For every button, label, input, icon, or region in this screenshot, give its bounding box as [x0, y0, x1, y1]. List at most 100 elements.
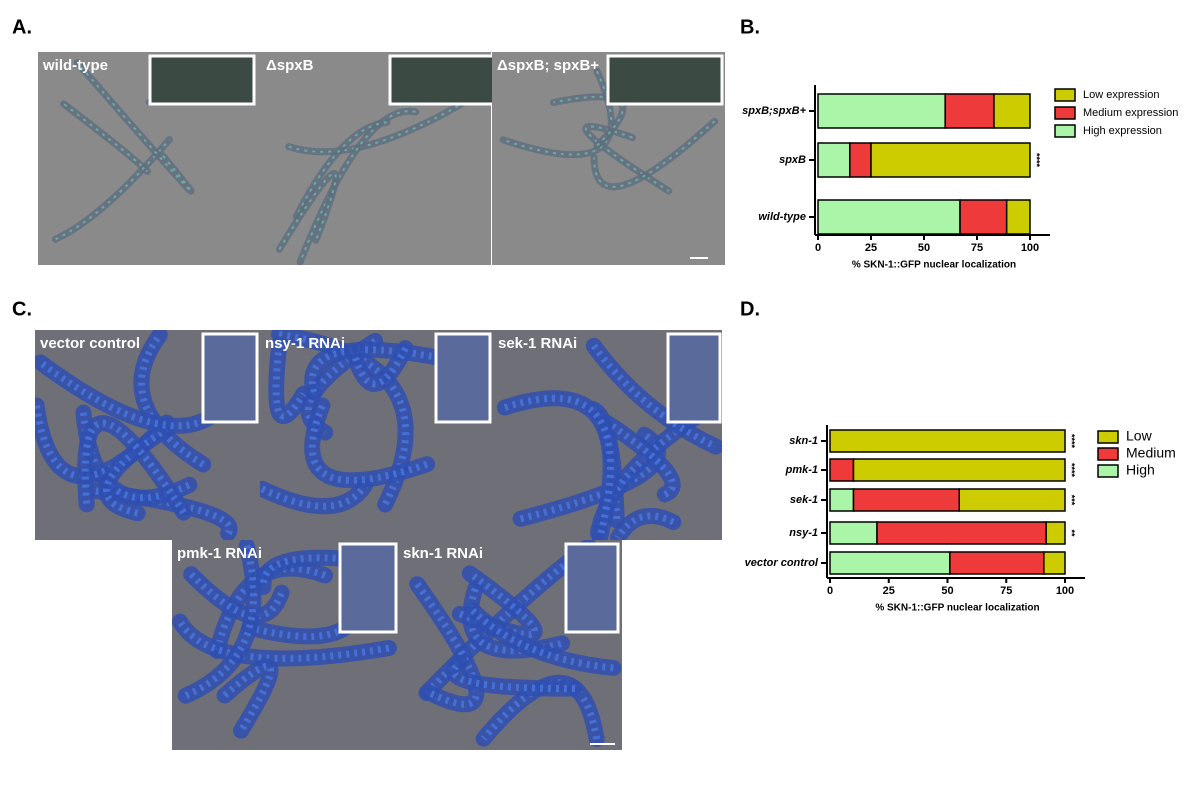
worm: [73, 59, 195, 195]
panel-letter: A.: [12, 16, 32, 38]
worm-core: [222, 662, 275, 733]
category-label: vector control: [745, 557, 819, 569]
bar-segment: [829, 521, 878, 545]
worm-core: [502, 70, 613, 156]
bar-segment: [870, 142, 1031, 178]
bar-segment: [1045, 521, 1066, 545]
category-label: spxB: [779, 154, 806, 166]
x-tick-label: 25: [883, 585, 895, 597]
image-label: sek-1 RNAi: [498, 335, 577, 352]
image-label: skn-1 RNAi: [403, 545, 483, 562]
worm-core: [184, 544, 257, 699]
x-axis-label: % SKN-1::GFP nuclear localization: [875, 603, 1039, 614]
worm-core: [606, 420, 677, 498]
legend-swatch: [1097, 464, 1119, 478]
worm-core: [278, 330, 410, 507]
worm-core: [288, 91, 482, 153]
category-label: nsy-1: [789, 527, 818, 539]
panel-letter: C.: [12, 298, 32, 320]
inset: [666, 332, 722, 424]
x-tick-label: 100: [1056, 585, 1074, 597]
bar-segment: [993, 93, 1031, 129]
worm: [304, 341, 453, 401]
worm-core: [519, 431, 662, 523]
legend-label: High expression: [1083, 125, 1162, 137]
bar-segment: [1005, 199, 1031, 235]
legend-swatch: [1097, 430, 1119, 444]
bar-segment: [829, 458, 855, 482]
worm-core: [450, 660, 576, 693]
x-tick-label: 75: [1000, 585, 1012, 597]
significance: ***: [1067, 495, 1077, 506]
legend-label: Low: [1126, 428, 1153, 444]
worm-core: [593, 120, 716, 188]
legend-swatch: [1054, 124, 1076, 138]
image-label: vector control: [40, 335, 140, 352]
worm-core: [260, 483, 369, 510]
bar-segment: [958, 488, 1066, 512]
category-label: pmk-1: [785, 464, 818, 476]
panel-letter: D.: [740, 298, 760, 320]
inset: [338, 542, 398, 634]
legend-label: Medium expression: [1083, 107, 1178, 119]
worm-core: [470, 607, 614, 672]
worm-core: [81, 419, 187, 515]
x-tick-label: 0: [815, 242, 821, 254]
bar-segment: [829, 551, 951, 575]
bar-segment: [876, 521, 1047, 545]
worm-core: [55, 138, 171, 241]
category-label: sek-1: [790, 494, 818, 506]
significance: ****: [1067, 434, 1077, 449]
image-label: pmk-1 RNAi: [177, 545, 262, 562]
legend-swatch: [1097, 447, 1119, 461]
worm-core: [63, 103, 149, 173]
worm-core: [213, 564, 327, 652]
bar-segment: [1043, 551, 1066, 575]
bar-segment: [817, 199, 961, 235]
worm-core: [553, 95, 624, 147]
inset: [388, 54, 496, 106]
worm-core: [38, 359, 240, 430]
inset: [434, 332, 492, 424]
worm-core: [590, 343, 718, 450]
micrograph: [493, 330, 722, 540]
bar-segment: [949, 551, 1045, 575]
bar-segment: [944, 93, 995, 129]
worm-core: [295, 121, 387, 218]
worm-core: [176, 619, 390, 662]
worm: [275, 170, 340, 253]
image-label: ΔspxB: [266, 57, 314, 74]
legend-label: Medium: [1126, 445, 1176, 461]
panel-letter: B.: [740, 16, 760, 38]
category-label: wild-type: [758, 211, 806, 223]
significance: ****: [1032, 153, 1042, 168]
x-tick-label: 100: [1021, 242, 1039, 254]
bar-segment: [829, 429, 1066, 453]
worm: [268, 336, 312, 424]
legend-swatch: [1054, 106, 1076, 120]
worm: [345, 340, 414, 392]
bar-segment: [817, 93, 946, 129]
image-label: wild-type: [42, 57, 108, 74]
legend-label: Low expression: [1083, 89, 1159, 101]
bar-segment: [852, 458, 1066, 482]
worm-core: [299, 110, 416, 263]
image-label: nsy-1 RNAi: [265, 335, 345, 352]
inset: [148, 54, 256, 106]
bar-segment: [817, 142, 851, 178]
x-axis-label: % SKN-1::GFP nuclear localization: [852, 260, 1016, 271]
x-tick-label: 25: [865, 242, 877, 254]
significance: **: [1067, 529, 1077, 537]
x-tick-label: 50: [941, 585, 953, 597]
worm-core: [308, 404, 429, 484]
worm-core: [614, 512, 675, 540]
inset: [201, 332, 259, 424]
x-tick-label: 50: [918, 242, 930, 254]
worm-core: [137, 332, 206, 468]
bar-segment: [852, 488, 960, 512]
legend-swatch: [1054, 88, 1076, 102]
bar-segment: [959, 199, 1008, 235]
legend-label: High: [1126, 462, 1155, 478]
worm-core: [503, 394, 614, 539]
